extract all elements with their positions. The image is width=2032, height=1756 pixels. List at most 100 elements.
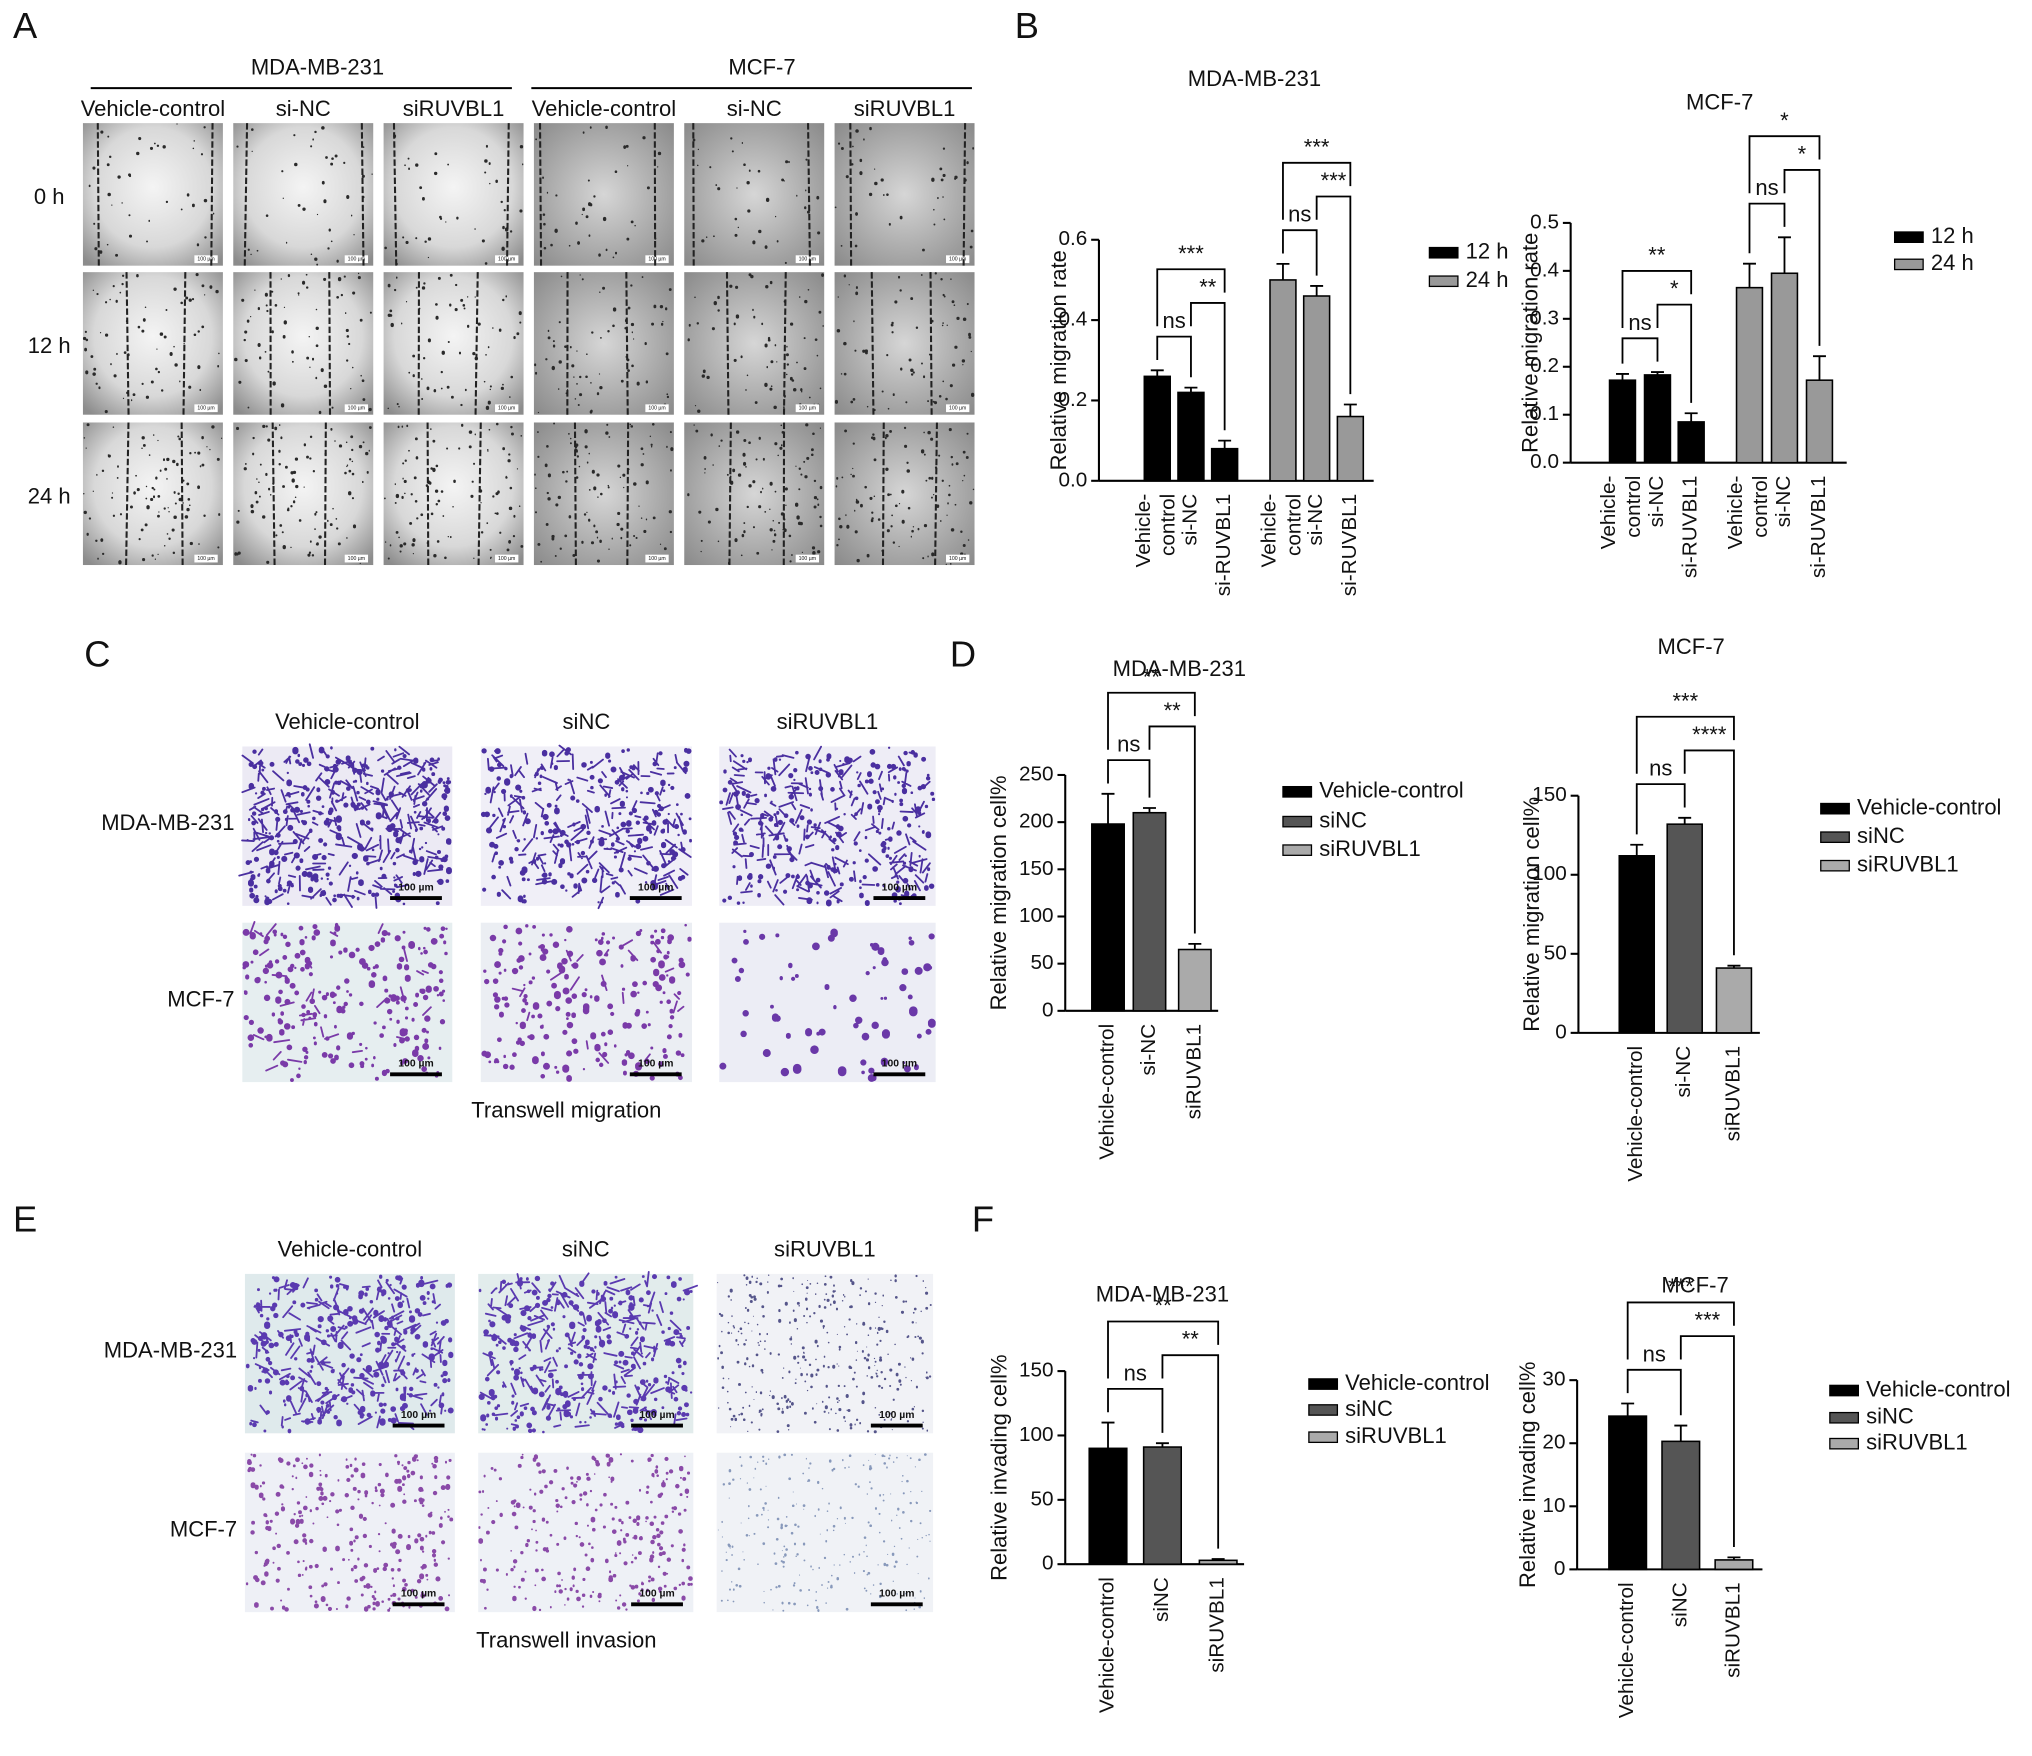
legend-label: Vehicle-control: [1866, 1376, 2010, 1401]
significance-bracket: [1148, 725, 1196, 934]
significance-label: ***: [1178, 241, 1204, 266]
panel-label: F: [972, 1199, 994, 1240]
cell-strands: [487, 744, 692, 910]
scale-box: [645, 404, 669, 413]
significance-label: *: [1798, 141, 1807, 166]
wound-edge: [573, 422, 577, 566]
legend-swatch: [1428, 275, 1459, 288]
y-tick-label: 250: [1019, 762, 1054, 785]
legend-label: 12 h: [1466, 239, 1509, 264]
bar: [1302, 295, 1331, 482]
scale-box: [495, 404, 519, 413]
y-tick-label: 0.4: [1530, 258, 1559, 281]
significance-bracket: [1683, 749, 1735, 956]
scale-box: [344, 554, 369, 563]
cells: [719, 746, 936, 907]
x-tick-label: si-RUVBL1: [1338, 494, 1361, 596]
cell-strands: [722, 745, 931, 906]
wound-edge: [210, 123, 214, 266]
significance-bracket: [1282, 229, 1318, 276]
y-axis-label: Relative migration cell%: [986, 775, 1011, 1010]
x-tick-label: Vehicle-control: [1095, 1577, 1118, 1713]
group-label: MDA-MB-231: [251, 55, 384, 80]
row-label: MCF-7: [170, 1516, 237, 1541]
error-bar: [1343, 403, 1357, 417]
column-label: Vehicle-control: [532, 96, 676, 121]
error-bar: [1143, 807, 1156, 813]
error-bar: [1155, 1442, 1169, 1448]
significance-label: **: [1164, 698, 1182, 723]
y-tick-label: 100: [1019, 904, 1054, 927]
significance-bracket: [1679, 1335, 1735, 1548]
column-label: siRUVBL1: [777, 709, 879, 734]
caption: Transwell invasion: [476, 1628, 656, 1653]
scale-label: 100 µm: [882, 882, 917, 893]
legend-label: Vehicle-control: [1345, 1370, 1489, 1395]
y-axis-label: Relative migration cell%: [1519, 797, 1544, 1032]
scale-box: [344, 404, 369, 413]
y-axis-label: Relative migration rate: [1518, 233, 1543, 453]
legend-label: siRUVBL1: [1319, 836, 1421, 861]
significance-label: ns: [1124, 1360, 1147, 1385]
legend-swatch: [1282, 815, 1313, 828]
x-tick-label: si-NC: [1772, 476, 1795, 528]
cell-strands: [238, 743, 444, 909]
error-bar: [1727, 1556, 1741, 1560]
x-tick-label: Vehicle-control: [1258, 494, 1306, 568]
x-tick-label: si-NC: [1645, 476, 1668, 528]
y-tick-label: 0: [1042, 998, 1054, 1021]
micrograph: [719, 922, 936, 1083]
y-tick-label: 0.3: [1530, 306, 1559, 329]
y-axis-label: Relative migration rate: [1046, 250, 1071, 470]
x-tick-label: Vehicle-control: [1132, 494, 1180, 568]
error-bar: [1630, 843, 1644, 856]
error-bar: [1101, 1421, 1115, 1449]
scale-label: 100 µm: [498, 406, 515, 412]
scale-label: 100 µm: [648, 406, 665, 412]
significance-label: ***: [1304, 134, 1330, 159]
significance-bracket: [1635, 783, 1686, 835]
column-label: si-NC: [727, 96, 782, 121]
significance-bracket: [1783, 169, 1821, 346]
significance-label: ns: [1117, 732, 1140, 757]
x-tick-label: si-RUVBL1: [1212, 494, 1235, 596]
error-bar: [1616, 373, 1629, 381]
y-tick-label: 0.1: [1530, 402, 1559, 425]
legend-label: siNC: [1345, 1396, 1393, 1421]
cells: [719, 928, 936, 1082]
significance-label: ns: [1288, 202, 1311, 227]
micrograph: [533, 272, 674, 415]
legend-swatch: [1820, 831, 1850, 844]
micrograph: [834, 123, 975, 266]
bar: [1770, 272, 1799, 464]
bar: [1643, 374, 1672, 464]
significance-label: *: [1670, 276, 1679, 301]
scale-box: [946, 255, 970, 264]
scale-label: 100 µm: [879, 1589, 914, 1600]
row-label: MCF-7: [167, 986, 234, 1011]
x-tick-label: siNC: [1150, 1577, 1173, 1622]
scale-label: 100 µm: [638, 882, 673, 893]
y-tick-label: 0: [1555, 1020, 1567, 1043]
cell-strands: [250, 1277, 445, 1431]
wound-edge: [962, 123, 967, 266]
panel-label: D: [950, 634, 976, 675]
scale-label: 100 µm: [799, 406, 816, 412]
error-bar: [1674, 1424, 1688, 1442]
x-tick-label: si-NC: [1304, 494, 1327, 546]
cell-strands: [479, 1271, 698, 1429]
legend-swatch: [1282, 785, 1313, 798]
legend-label: siRUVBL1: [1866, 1429, 1968, 1454]
wound-edge: [929, 272, 933, 415]
scale-box: [645, 554, 669, 563]
micrograph: [82, 123, 223, 266]
row-label: MDA-MB-231: [104, 1337, 237, 1362]
significance-label: ns: [1628, 310, 1651, 335]
legend-label: 24 h: [1466, 267, 1509, 292]
error-bar: [1778, 236, 1791, 274]
micrograph: [684, 422, 825, 566]
x-tick-label: si-NC: [1137, 1024, 1160, 1076]
x-tick-label: Vehicle-control: [1725, 476, 1773, 550]
micrograph: [533, 123, 674, 266]
chart-title: MDA-MB-231: [1096, 1282, 1229, 1307]
